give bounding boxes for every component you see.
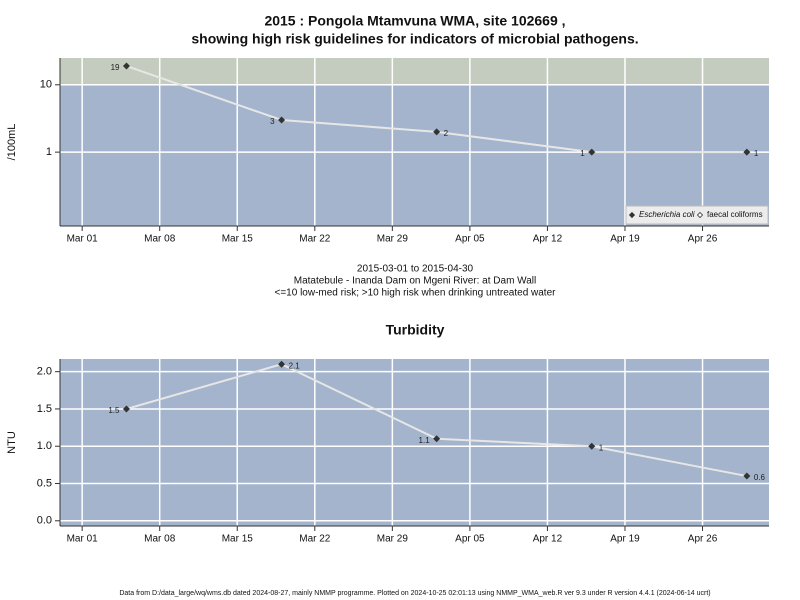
data-point (278, 116, 286, 124)
data-label: 3 (270, 117, 275, 126)
y-tick-label: 1.5 (37, 403, 52, 415)
note: Matatebule - Inanda Dam on Mgeni River: … (294, 276, 537, 287)
legend-label: faecal coliforms (707, 210, 763, 219)
x-tick-label: Mar 08 (144, 234, 176, 245)
x-tick-label: Apr 05 (455, 534, 485, 545)
x-tick-label: Mar 01 (67, 534, 99, 545)
y-tick-label: 0.0 (37, 515, 52, 527)
data-point (122, 62, 130, 70)
x-tick-label: Mar 22 (299, 234, 331, 245)
data-label: 2.1 (289, 361, 301, 370)
x-tick-label: Apr 12 (533, 534, 563, 545)
data-point (433, 128, 441, 136)
chart-title: showing high risk guidelines for indicat… (191, 31, 638, 47)
chart-title: 2015 : Pongola Mtamvuna WMA, site 102669… (264, 13, 565, 29)
data-label: 1 (580, 149, 585, 158)
data-label: 1.1 (419, 436, 431, 445)
data-point (278, 360, 286, 368)
data-point (588, 442, 596, 450)
x-tick-label: Mar 08 (144, 534, 176, 545)
high-risk-band (60, 58, 769, 85)
data-point (588, 148, 596, 156)
legend-label: Escherichia coli (639, 210, 695, 219)
plot-background (60, 359, 769, 526)
data-label: 1 (754, 149, 759, 158)
x-tick-label: Mar 01 (67, 234, 99, 245)
data-label: 1.5 (108, 406, 120, 415)
data-label: 1 (599, 443, 604, 452)
note: 2015-03-01 to 2015-04-30 (357, 264, 474, 275)
data-point (433, 435, 441, 443)
x-tick-label: Apr 26 (688, 534, 718, 545)
data-point (743, 148, 751, 156)
legend-marker (628, 211, 636, 219)
y-axis-label: NTU (6, 431, 18, 454)
data-label: 19 (111, 63, 120, 72)
y-tick-label: 1.0 (37, 440, 52, 452)
x-tick-label: Apr 12 (533, 234, 563, 245)
x-tick-label: Apr 19 (610, 534, 640, 545)
note: <=10 low-med risk; >10 high risk when dr… (275, 288, 557, 299)
x-tick-label: Mar 15 (222, 234, 254, 245)
x-tick-label: Mar 15 (222, 534, 254, 545)
y-axis-label: /100mL (6, 124, 18, 161)
x-tick-label: Apr 26 (688, 234, 718, 245)
x-tick-label: Mar 29 (377, 534, 409, 545)
y-tick-label: 0.5 (37, 477, 52, 489)
footer: Data from D:/data_large/wq/wms.db dated … (119, 590, 710, 597)
plot-background (60, 58, 769, 226)
x-tick-label: Mar 22 (299, 534, 331, 545)
data-label: 2 (444, 129, 449, 138)
x-tick-label: Apr 05 (455, 234, 485, 245)
data-point (743, 472, 751, 480)
y-tick-label: 10 (40, 79, 52, 91)
x-tick-label: Apr 19 (610, 234, 640, 245)
x-tick-label: Mar 29 (377, 234, 409, 245)
data-label: 0.6 (754, 473, 766, 482)
y-tick-label: 2.0 (37, 366, 52, 378)
legend-marker (696, 211, 704, 219)
chart-title: Turbidity (386, 322, 445, 338)
data-point (122, 405, 130, 413)
y-tick-label: 1 (46, 146, 52, 158)
